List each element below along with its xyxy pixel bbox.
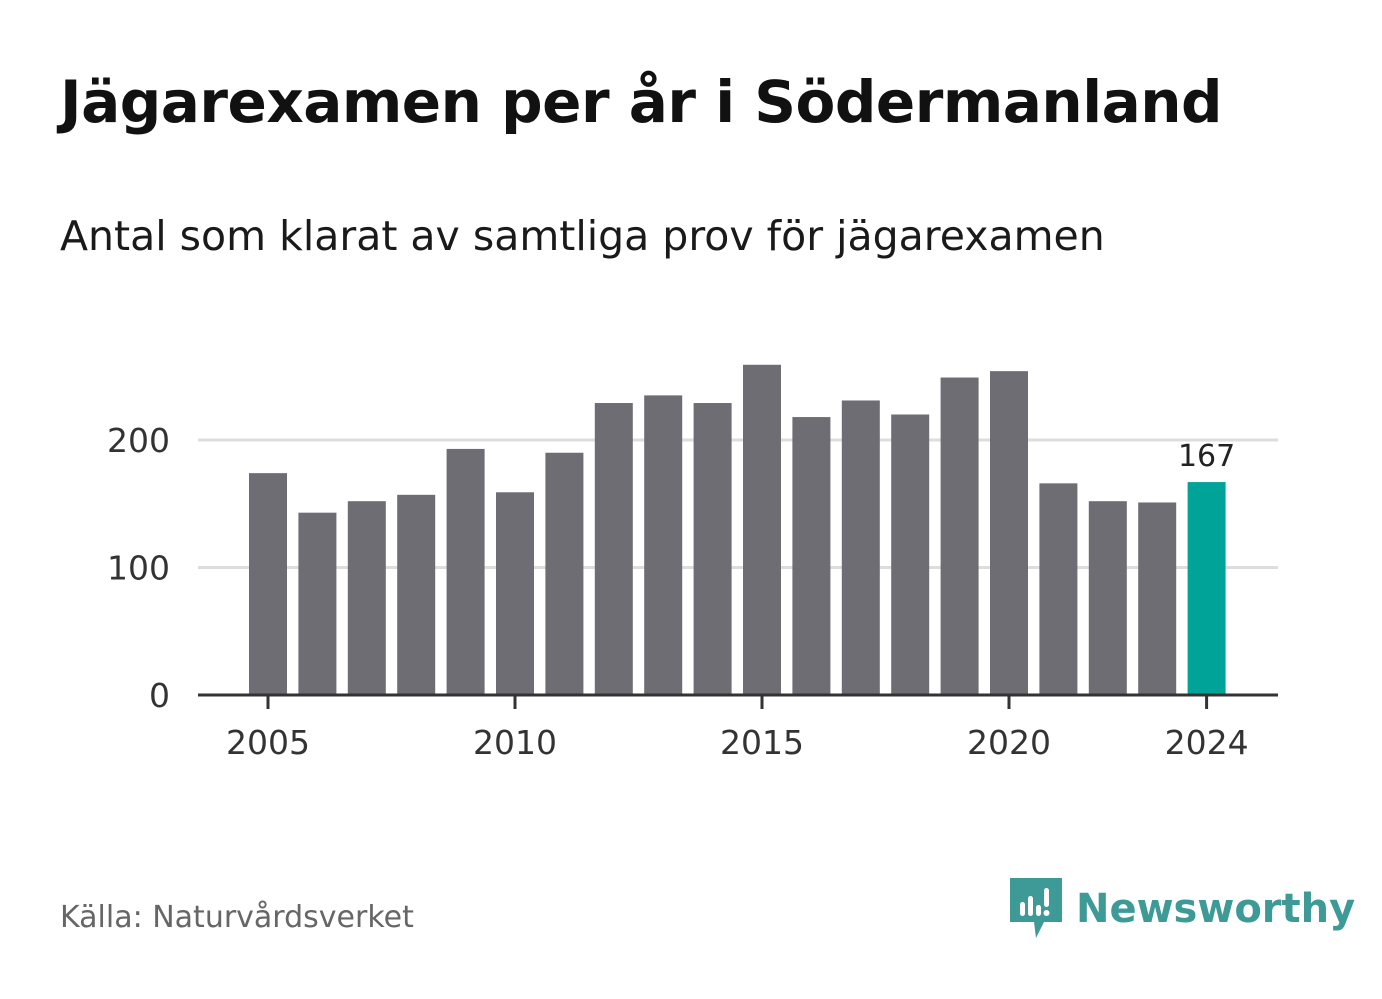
bar-2017 bbox=[841, 400, 880, 695]
bar-2009 bbox=[446, 448, 485, 695]
bar-2005 bbox=[249, 473, 287, 695]
brand-name: Newsworthy bbox=[1076, 886, 1356, 932]
x-tick-label: 2015 bbox=[720, 723, 804, 762]
y-tick-label: 200 bbox=[107, 421, 170, 460]
x-tick-label: 2020 bbox=[967, 723, 1051, 762]
x-tick-label: 2010 bbox=[473, 723, 557, 762]
bar-2006 bbox=[298, 512, 337, 695]
bar-2019 bbox=[940, 377, 979, 695]
bar-2011 bbox=[545, 452, 584, 695]
y-tick-label: 100 bbox=[107, 549, 170, 588]
bar-2012 bbox=[594, 403, 633, 695]
chart-title: Jägarexamen per år i Södermanland bbox=[60, 68, 1223, 136]
bar-2018 bbox=[891, 414, 930, 695]
x-tick-label: 2024 bbox=[1165, 723, 1249, 762]
bar-2021 bbox=[1039, 483, 1078, 695]
bar-2010 bbox=[496, 492, 534, 695]
y-tick-label: 0 bbox=[149, 676, 170, 715]
source-note: Källa: Naturvårdsverket bbox=[60, 900, 414, 935]
bar-2015 bbox=[743, 364, 781, 695]
bar-2020 bbox=[990, 371, 1028, 695]
bar-2023 bbox=[1138, 502, 1177, 695]
data-label-2024: 167 bbox=[1178, 439, 1235, 474]
bar-2022 bbox=[1088, 501, 1127, 695]
bar-2007 bbox=[347, 501, 386, 695]
bar-2008 bbox=[397, 494, 436, 695]
x-tick-label: 2005 bbox=[226, 723, 310, 762]
newsworthy-logo-icon bbox=[1010, 878, 1062, 938]
chart-subtitle: Antal som klarat av samtliga prov för jä… bbox=[60, 212, 1105, 260]
brand-logo: Newsworthy bbox=[1010, 878, 1355, 940]
bar-2013 bbox=[644, 395, 683, 695]
bar-2024 bbox=[1187, 482, 1226, 695]
bar-2014 bbox=[693, 403, 732, 695]
bar-2016 bbox=[792, 417, 831, 695]
